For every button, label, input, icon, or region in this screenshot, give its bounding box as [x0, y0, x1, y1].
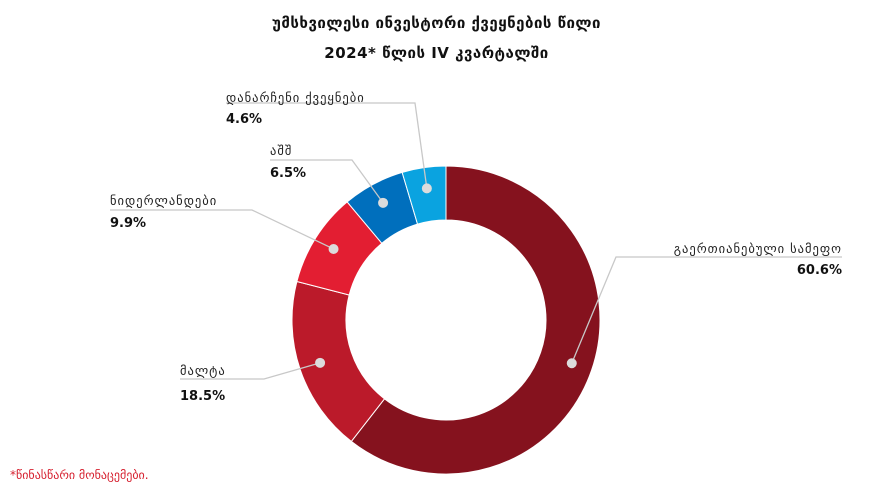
donut-slice	[401, 165, 447, 225]
leader-dot	[378, 197, 389, 208]
leader-dot	[421, 183, 432, 194]
chart-footnote: *წინასწარი მონაცემები.	[10, 468, 149, 482]
leader-line	[270, 159, 384, 204]
slice-label: ნიდერლანდები	[110, 193, 217, 208]
slice-value-label: 6.5%	[270, 166, 306, 181]
leader-line	[110, 209, 334, 250]
chart-title-block: უმსხვილესი ინვესტორი ქვეყნების წილი 2024…	[0, 8, 873, 68]
slice-label: გაერთიანებული სამეფო	[674, 241, 842, 256]
slice-value-label: 4.6%	[226, 112, 262, 127]
slice-label: აშშ	[270, 143, 292, 158]
slice-value-label: 18.5%	[180, 389, 225, 404]
leader-line	[571, 256, 842, 364]
chart-subtitle: 2024* წლის IV კვარტალში	[324, 44, 549, 62]
slice-label: დანარჩენი ქვეყნები	[226, 90, 365, 105]
leader-dot	[315, 357, 326, 368]
leader-line	[226, 102, 428, 189]
slice-value-label: 60.6%	[797, 263, 842, 278]
donut-slice	[350, 165, 601, 475]
slice-label: მალტა	[180, 363, 226, 378]
donut-slice	[291, 280, 386, 443]
chart-title: უმსხვილესი ინვესტორი ქვეყნების წილი	[272, 14, 601, 32]
slice-value-label: 9.9%	[110, 216, 146, 231]
leader-dot	[328, 243, 339, 254]
leader-dot	[566, 358, 577, 369]
leader-line	[180, 362, 321, 380]
